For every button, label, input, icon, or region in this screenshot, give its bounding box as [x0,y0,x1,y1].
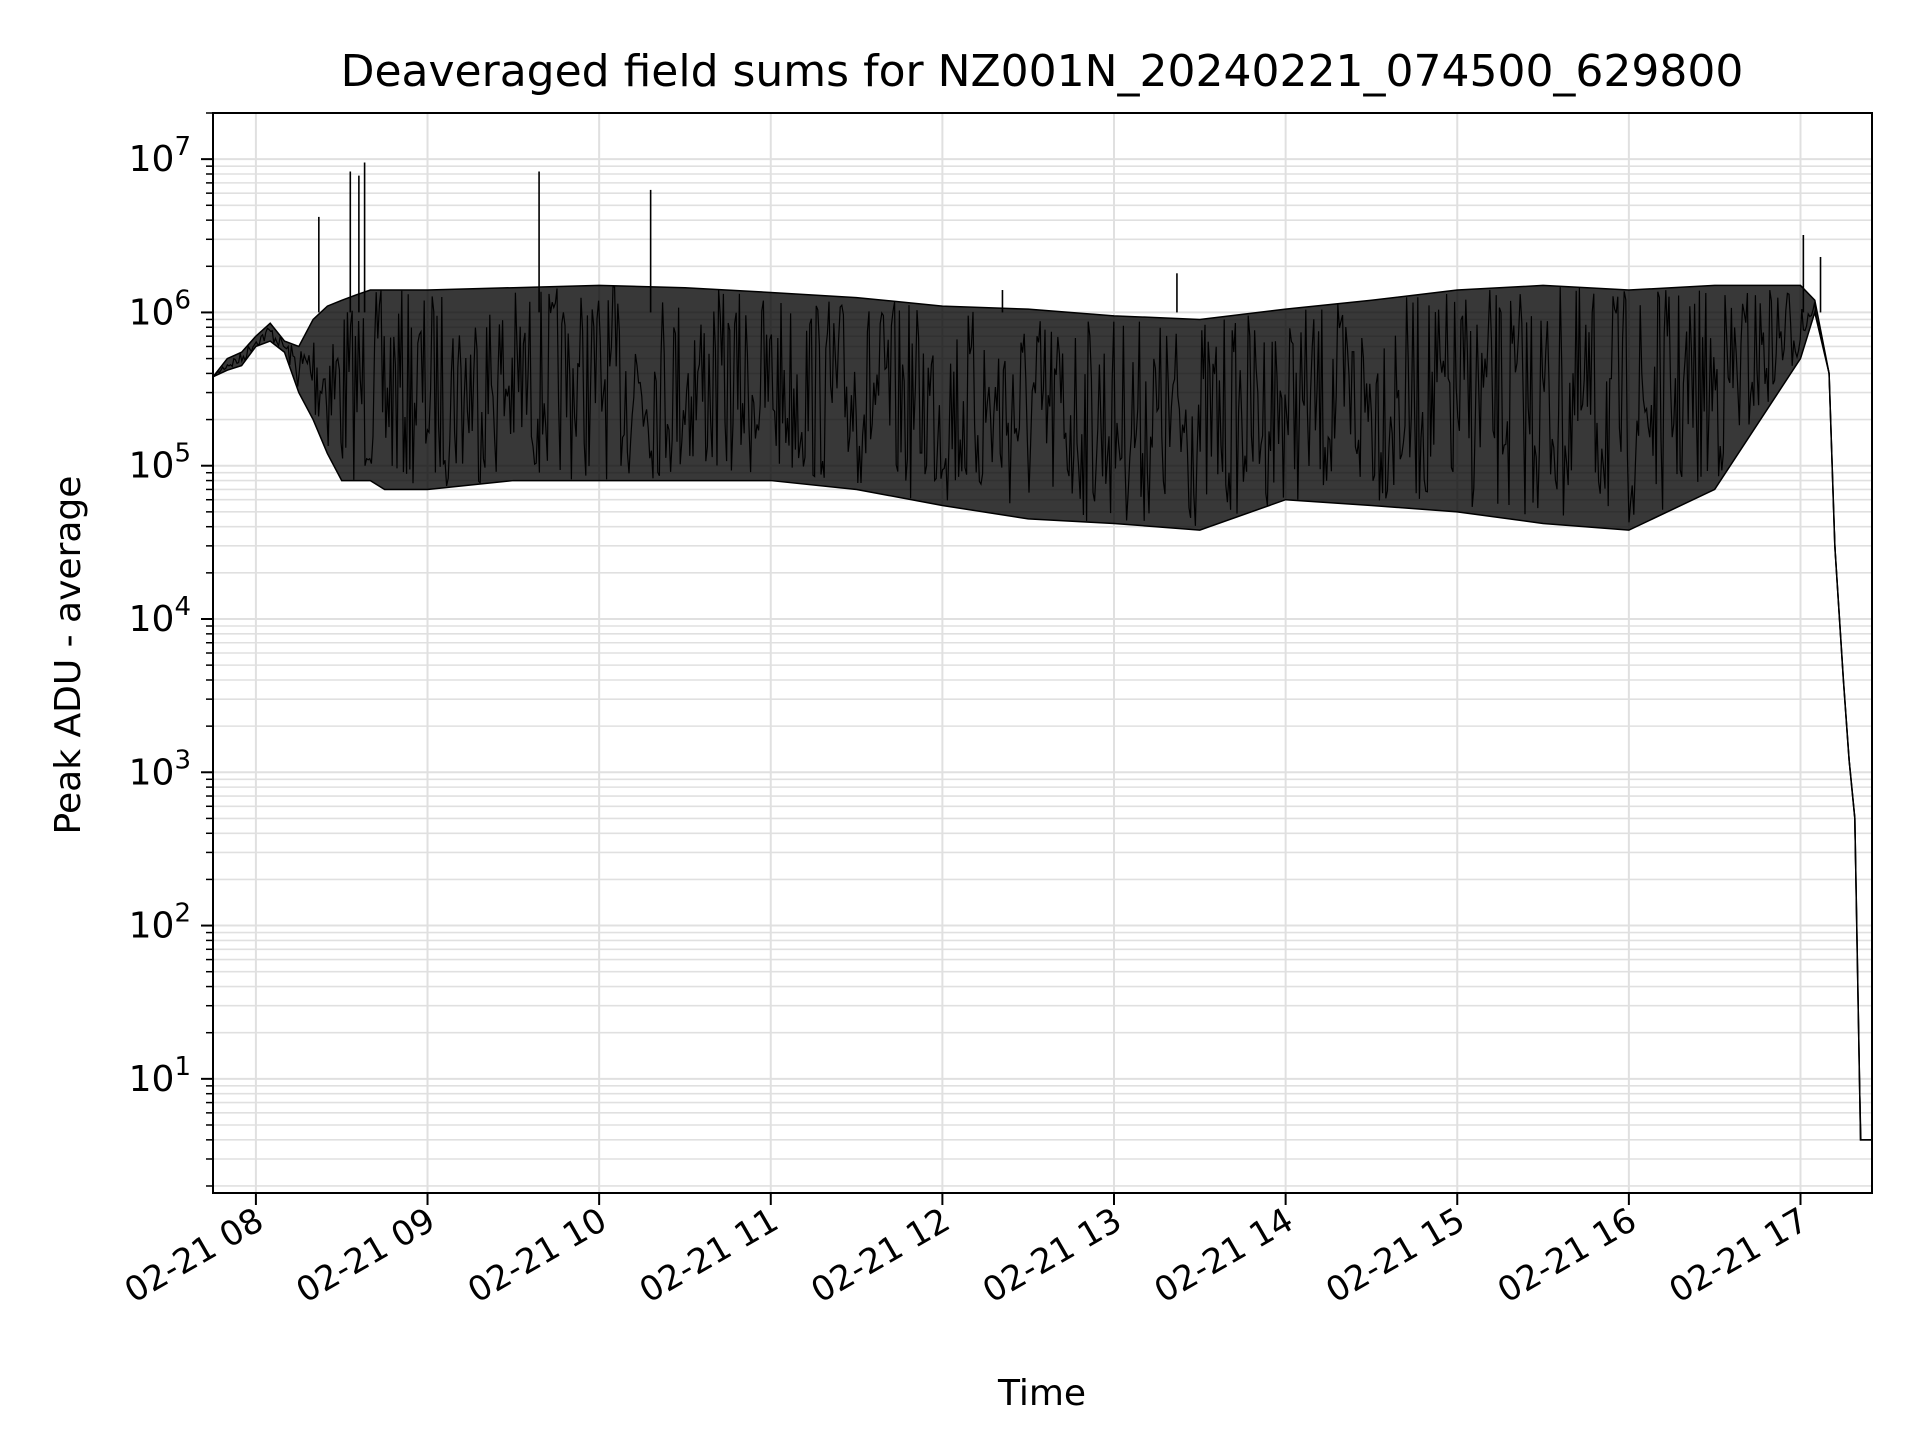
y-tick-label: 106 [129,285,191,333]
series-line [212,285,1871,1141]
series-band [213,285,1872,1140]
y-tick-label: 104 [129,592,191,640]
series-lower-envelope [212,309,1872,1141]
y-axis-label: Peak ADU - average [48,476,89,835]
y-tick-label: 107 [129,132,191,180]
y-tick-label: 103 [129,745,191,793]
data-series [212,162,1872,1141]
y-tick-label: 102 [129,899,191,947]
x-axis-label: Time [997,1373,1086,1414]
grid-lines [213,112,1872,1193]
y-tick-label: 101 [129,1052,191,1100]
y-axis-ticks: 101 102 103 104 105 106 107 [129,112,213,1187]
y-tick-label: 105 [129,439,191,487]
chart-title: Deaveraged field sums for NZ001N_2024022… [341,46,1744,97]
